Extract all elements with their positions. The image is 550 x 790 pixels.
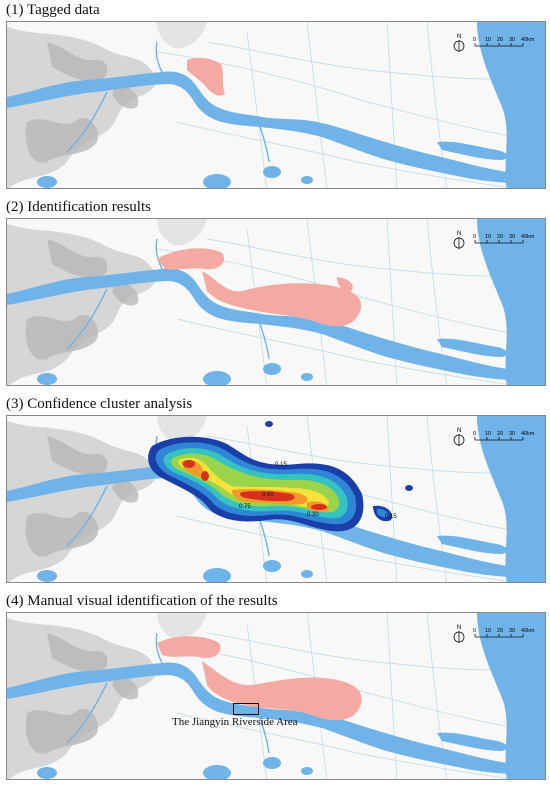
scale-tick-label: 20 (497, 37, 503, 43)
scale-tick-label: 10 (485, 431, 491, 437)
contour-label: 0.15 (385, 514, 397, 520)
contour-label: 0.15 (275, 462, 287, 468)
scale-bar: N 0 10 20 30 40km (453, 428, 535, 446)
panel-title-2: (2) Identification results (6, 199, 151, 215)
scale-tick-label: 20 (497, 431, 503, 437)
panel-title-1: (1) Tagged data (6, 2, 100, 18)
scale-tick-label: 40km (521, 37, 535, 43)
scale-bar: N 0 10 20 30 40km (453, 231, 535, 249)
scale-tick-label: 20 (497, 234, 503, 240)
scale-tick-label: 0 (473, 234, 476, 240)
map-panel-identified: N 0 10 20 30 40km (6, 218, 546, 386)
scale-bar: N 0 10 20 30 40km (453, 625, 535, 643)
map-panel-confidence: 0.15 0.60 0.75 0.30 0.15 N 0 10 20 30 40km (6, 415, 546, 583)
scale-tick-label: 30 (509, 628, 515, 634)
contour-label: 0.75 (239, 504, 251, 510)
contour-label: 0.60 (262, 492, 274, 498)
callout-box (233, 703, 259, 715)
scale-tick-label: 30 (509, 234, 515, 240)
manual-regions (157, 636, 362, 721)
scale-bar: N 0 10 20 30 40km (453, 34, 535, 52)
scale-tick-label: 0 (473, 628, 476, 634)
map-panel-manual: N 0 10 20 30 40km The Jiangyin Riverside Area (6, 612, 546, 780)
north-label: N (457, 625, 461, 631)
scale-tick-label: 30 (509, 37, 515, 43)
scale-tick-label: 10 (485, 234, 491, 240)
panel-title-4: (4) Manual visual identification of the … (6, 593, 278, 609)
scale-tick-label: 40km (521, 431, 535, 437)
map-panel-tagged: N 0 10 20 30 40km (6, 21, 546, 189)
north-label: N (457, 428, 461, 434)
north-label: N (457, 231, 461, 237)
panel-title-3: (3) Confidence cluster analysis (6, 396, 193, 412)
scale-tick-label: 40km (521, 628, 535, 634)
scale-tick-label: 0 (473, 431, 476, 437)
callout-label: The Jiangyin Riverside Area (172, 716, 298, 728)
scale-tick-label: 20 (497, 628, 503, 634)
scale-tick-label: 0 (473, 37, 476, 43)
scale-tick-label: 30 (509, 431, 515, 437)
tagged-region (187, 57, 225, 96)
contour-labels: 0.15 0.60 0.75 0.30 0.15 (239, 462, 397, 520)
identified-regions (157, 248, 362, 327)
confidence-clusters (148, 421, 413, 532)
north-label: N (457, 34, 461, 40)
contour-label: 0.30 (307, 512, 319, 518)
scale-tick-label: 10 (485, 37, 491, 43)
scale-tick-label: 40km (521, 234, 535, 240)
scale-tick-label: 10 (485, 628, 491, 634)
